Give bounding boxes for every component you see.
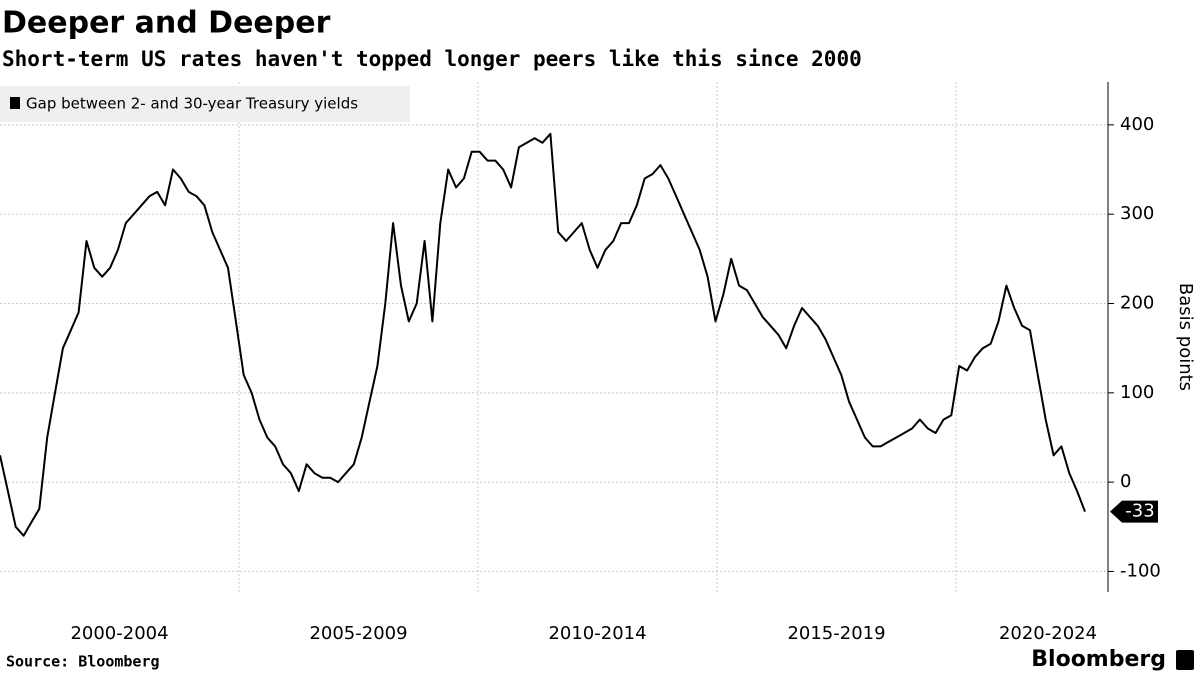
- x-tick-label: 2010-2014: [548, 623, 646, 644]
- x-tick-label: 2000-2004: [70, 623, 168, 644]
- y-tick-label: 100: [1120, 382, 1154, 403]
- y-tick-label: 0: [1120, 471, 1131, 492]
- y-tick-label: 400: [1120, 114, 1154, 135]
- brand: Bloomberg: [1031, 647, 1166, 672]
- chart-title: Deeper and Deeper: [2, 6, 331, 41]
- last-value-label: -33: [1125, 501, 1154, 522]
- legend-swatch: [10, 97, 20, 109]
- data-line: [0, 132, 1086, 537]
- chart-subtitle: Short-term US rates haven't topped longe…: [2, 47, 862, 71]
- y-tick-label: 300: [1120, 203, 1154, 224]
- legend-box: [0, 86, 410, 122]
- legend-label: Gap between 2- and 30-year Treasury yiel…: [26, 95, 358, 113]
- y-tick-label: 200: [1120, 293, 1154, 314]
- last-value-tag: [1110, 500, 1158, 523]
- x-tick-label: 2005-2009: [309, 623, 407, 644]
- source: Source: Bloomberg: [6, 653, 160, 671]
- x-tick-label: 2020-2024: [999, 623, 1097, 644]
- brand-icon: [1176, 650, 1194, 670]
- y-axis-label: Basis points: [1175, 283, 1196, 391]
- y-tick-label: -100: [1120, 560, 1161, 581]
- x-tick-label: 2015-2019: [787, 623, 885, 644]
